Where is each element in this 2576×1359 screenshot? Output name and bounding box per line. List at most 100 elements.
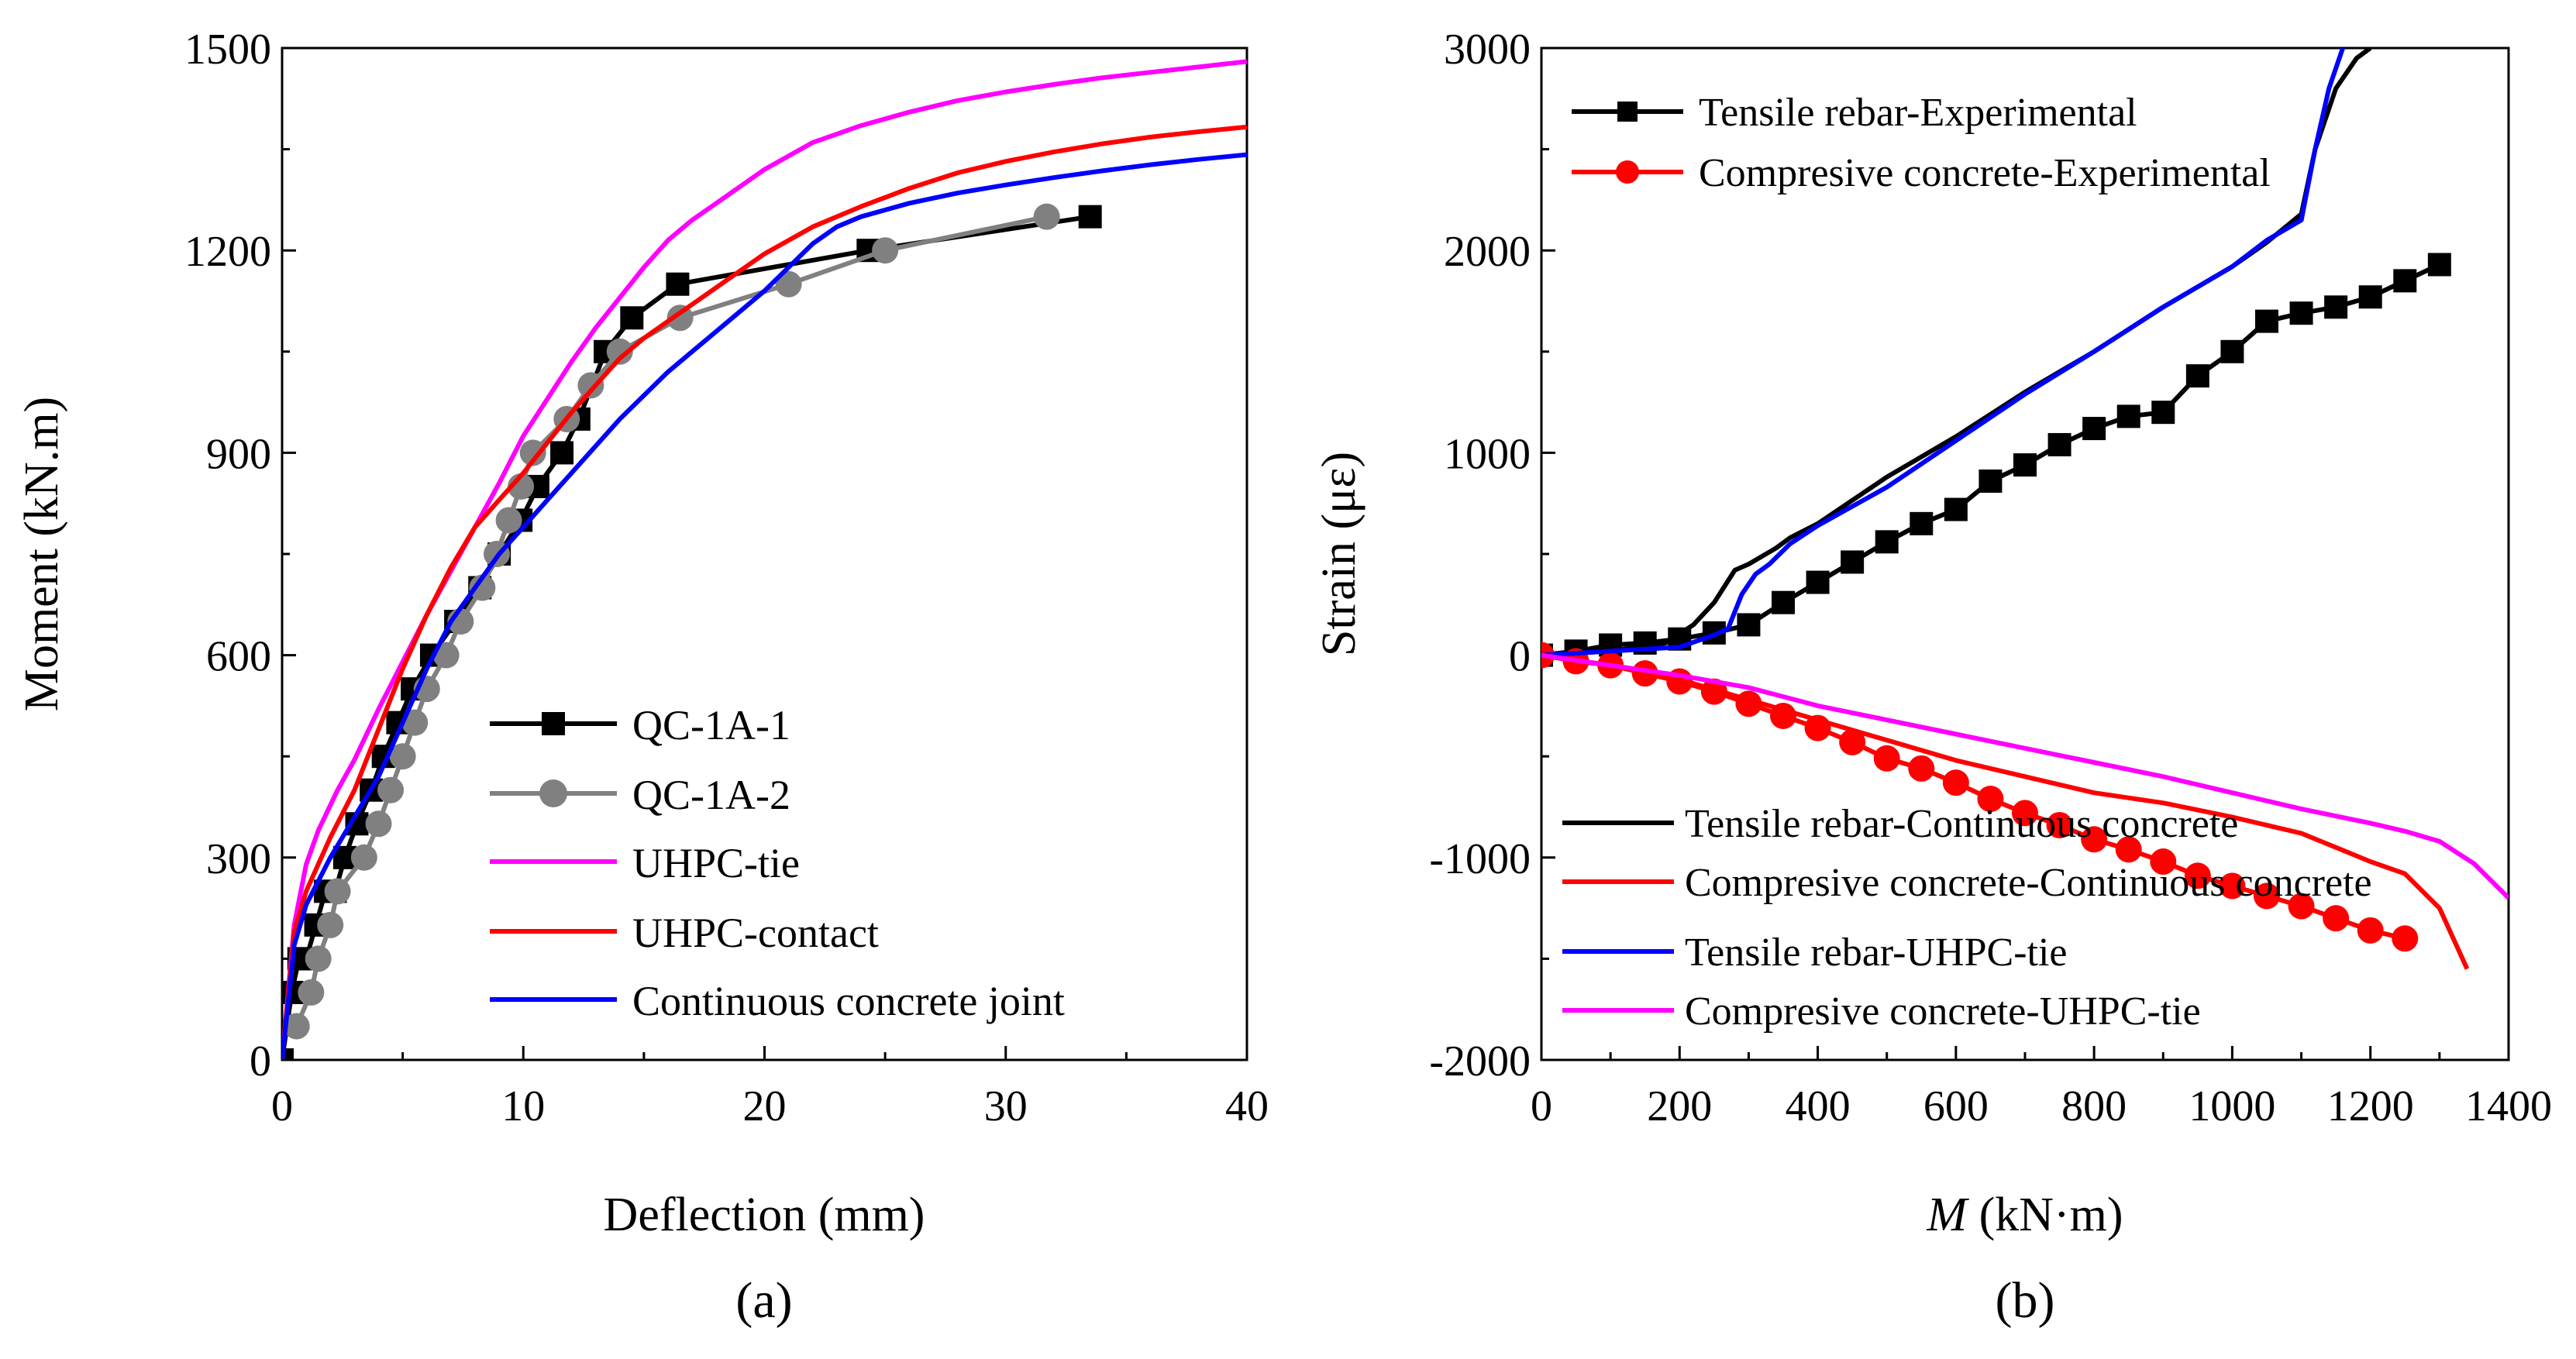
legend: QC-1A-1 QC-1A-2 UHPC-tie UHPC-contact Co… (490, 702, 1065, 1024)
legend-label: Tensile rebar-Continuous concrete (1685, 802, 2238, 846)
legend-entry: Tensile rebar-Experimental (1572, 91, 2137, 135)
legend-entry: Continuous concrete joint (490, 978, 1065, 1024)
plot-area (1541, 48, 2509, 970)
data-point-qc-1a-2 (495, 507, 522, 534)
data-point-qc-1a-2 (872, 237, 899, 264)
legend-label: Tensile rebar-Experimental (1699, 91, 2137, 135)
data-point-qc-1a-1 (666, 272, 690, 296)
y-axis: 0 300 600 900 1200 1500 (184, 26, 296, 1085)
legend-marker (542, 712, 565, 735)
legend-label: UHPC-contact (632, 910, 879, 956)
data-point-qc-1a-2 (305, 945, 332, 972)
x-tick-label: 0 (1531, 1082, 1552, 1130)
data-point-compresive-concrete-experimental (2081, 826, 2108, 853)
y-tick-label: 900 (206, 430, 271, 478)
legend-label: Compresive concrete-Experimental (1699, 151, 2271, 195)
x-tick-label: 400 (1786, 1082, 1851, 1130)
data-point-qc-1a-2 (606, 338, 633, 365)
series-line-tensile-rebar-continuous-concrete (1541, 48, 2372, 658)
legend-entry: QC-1A-1 (490, 702, 790, 748)
y-tick-label: -2000 (1429, 1037, 1531, 1085)
data-point-tensile-rebar-experimental (2289, 301, 2313, 325)
series-line-uhpc-contact (282, 124, 1247, 1060)
x-tick-label: 20 (743, 1082, 787, 1130)
data-point-tensile-rebar-experimental (1737, 613, 1761, 637)
legend-marker (1616, 160, 1639, 184)
legend-label: Continuous concrete joint (632, 978, 1065, 1024)
data-point-compresive-concrete-experimental (1839, 728, 1866, 755)
legend-marker (1617, 101, 1638, 122)
x-axis: 0 10 20 30 40 (271, 1046, 1269, 1130)
data-point-qc-1a-2 (389, 743, 416, 770)
series-line-continuous-concrete-joint (282, 152, 1247, 1060)
data-point-tensile-rebar-experimental (2185, 364, 2209, 388)
plot-frame (1540, 46, 2510, 1061)
data-point-compresive-concrete-experimental (2219, 872, 2246, 900)
data-point-tensile-rebar-experimental (2358, 285, 2382, 309)
y-tick-label: 600 (206, 633, 271, 681)
legend-label: Compresive concrete-UHPC-tie (1685, 989, 2201, 1034)
panel-b: 0 200 400 600 800 1000 1200 1400 -2000 -1000 0 100… (1313, 26, 2552, 1329)
panel-label: (b) (1996, 1272, 2055, 1329)
data-point-tensile-rebar-experimental (2324, 295, 2348, 319)
data-point-tensile-rebar-experimental (1910, 511, 1934, 535)
data-point-qc-1a-2 (1033, 203, 1060, 230)
data-point-tensile-rebar-experimental (2116, 404, 2140, 428)
plot-frame (281, 46, 1248, 1061)
legend-label: QC-1A-1 (632, 702, 790, 748)
data-point-qc-1a-2 (298, 979, 325, 1006)
data-point-qc-1a-1 (620, 306, 644, 330)
y-axis-label: Moment (kN.m) (15, 397, 68, 711)
x-tick-label: 800 (2061, 1082, 2127, 1130)
data-point-compresive-concrete-experimental (2357, 917, 2384, 944)
data-point-compresive-concrete-experimental (1908, 755, 1935, 782)
data-point-qc-1a-2 (283, 1013, 310, 1040)
data-point-qc-1a-2 (775, 270, 802, 298)
legend-label: Tensile rebar-UHPC-tie (1685, 931, 2068, 975)
legend-entry: Tensile rebar-Continuous concrete (1562, 802, 2238, 846)
data-point-compresive-concrete-experimental (2184, 862, 2211, 889)
data-point-compresive-concrete-experimental (2323, 905, 2350, 932)
legend-entry: Compresive concrete-UHPC-tie (1562, 989, 2201, 1034)
y-axis: -2000 -1000 0 1000 2000 3000 (1429, 26, 1555, 1085)
data-point-compresive-concrete-experimental (2254, 882, 2280, 910)
data-point-tensile-rebar-experimental (2082, 417, 2106, 441)
data-point-tensile-rebar-experimental (1875, 530, 1899, 554)
x-tick-label: 1000 (2189, 1082, 2275, 1130)
y-tick-label: 0 (250, 1037, 271, 1085)
legend-label: QC-1A-2 (632, 772, 790, 818)
legend-entry: QC-1A-2 (490, 772, 790, 818)
data-point-tensile-rebar-experimental (2220, 339, 2244, 363)
series-line-tensile-rebar-uhpc-tie (1541, 48, 2345, 658)
data-point-compresive-concrete-experimental (1873, 745, 1900, 772)
y-tick-label: 0 (1509, 633, 1531, 681)
data-point-qc-1a-2 (666, 304, 694, 332)
data-point-tensile-rebar-experimental (2255, 309, 2278, 333)
data-point-compresive-concrete-experimental (2150, 848, 2177, 876)
data-point-qc-1a-2 (519, 439, 546, 466)
y-tick-label: 3000 (1444, 26, 1531, 74)
data-point-qc-1a-2 (577, 372, 604, 399)
data-point-tensile-rebar-experimental (1978, 469, 2003, 493)
legend-bottom: Tensile rebar-Continuous concrete Compre… (1562, 802, 2372, 1034)
y-axis-label: Strain (με) (1313, 452, 1365, 656)
data-point-qc-1a-2 (377, 776, 405, 803)
legend-top: Tensile rebar-Experimental Compresive co… (1572, 91, 2271, 195)
plot-area (282, 59, 1247, 1060)
x-tick-label: 0 (271, 1082, 293, 1130)
data-point-compresive-concrete-experimental (2115, 836, 2142, 863)
x-tick-label: 10 (501, 1082, 545, 1130)
legend-label: Compresive concrete-Continuous concrete (1685, 861, 2372, 905)
y-tick-label: 1000 (1444, 430, 1531, 478)
data-point-tensile-rebar-experimental (2427, 253, 2451, 277)
legend-entry: UHPC-contact (490, 910, 879, 956)
x-axis: 0 200 400 600 800 1000 1200 1400 (1531, 1046, 2552, 1130)
y-tick-label: 1500 (184, 26, 271, 74)
data-point-qc-1a-1 (550, 441, 574, 465)
panel-label: (a) (735, 1272, 792, 1329)
legend-marker (539, 779, 567, 807)
data-point-tensile-rebar-experimental (2047, 432, 2071, 456)
legend-label: UHPC-tie (632, 840, 800, 886)
x-axis-label: Deflection (mm) (604, 1189, 925, 1241)
data-point-qc-1a-2 (317, 911, 344, 938)
